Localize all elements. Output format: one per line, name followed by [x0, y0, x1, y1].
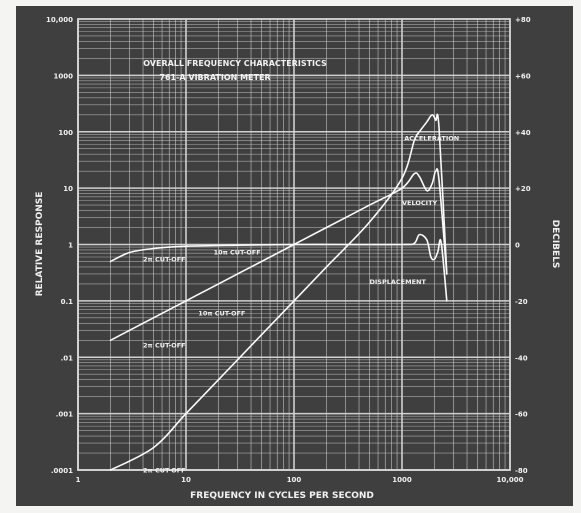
x-tick-label: 1	[76, 476, 81, 484]
y2-tick-label: -60	[515, 411, 528, 419]
annotation-label: VELOCITY	[402, 199, 438, 207]
y-tick-label: 10,000	[46, 16, 73, 24]
y-tick-label: .01	[61, 354, 74, 362]
y2-tick-label: +20	[515, 185, 531, 193]
series-layer	[109, 113, 448, 471]
annotation-label: 2π CUT-OFF	[143, 341, 186, 349]
x-tick-label: 10	[181, 476, 191, 484]
y-tick-label: 1000	[54, 72, 74, 80]
series-line-displacement	[109, 233, 448, 302]
annotation-label: ACCELERATION	[404, 134, 459, 142]
y-tick-label: 10	[63, 185, 73, 193]
tick-label-layer: 1 10 100 1000 10,000 10,000 1000 100 10 1 0.1 .01 .0…	[46, 16, 531, 484]
y2-tick-label: -20	[515, 298, 528, 306]
y2-tick-label: 0	[515, 242, 520, 250]
y2-tick-label: +40	[515, 129, 531, 137]
plot-border	[77, 18, 511, 471]
annotation-label: 10π CUT-OFF	[198, 310, 245, 318]
series-line-acceleration	[109, 113, 448, 471]
y-tick-label: .0001	[51, 467, 73, 475]
chart-subtitle: 761-A VIBRATION METER	[159, 73, 270, 82]
y-axis-label: RELATIVE RESPONSE	[35, 192, 45, 297]
annotation-label: DISPLACEMENT	[369, 278, 426, 286]
y2-tick-label: -40	[515, 354, 528, 362]
x-tick-label: 100	[287, 476, 302, 484]
chart-title: OVERALL FREQUENCY CHARACTERISTICS	[143, 59, 327, 68]
y-tick-label: 0.1	[61, 298, 74, 306]
y-tick-label: 100	[58, 129, 73, 137]
annotation-label: 2π CUT-OFF	[143, 467, 186, 475]
annotation-label: 10π CUT-OFF	[214, 249, 261, 257]
y2-axis-label: DECIBELS	[550, 220, 560, 269]
x-tick-label: 1000	[392, 476, 412, 484]
y-tick-label: 1	[68, 242, 73, 250]
y2-tick-label: -80	[515, 467, 528, 475]
annotation-layer: 2π CUT-OFF 10π CUT-OFF 10π CUT-OFF 2π CUT-O…	[143, 134, 459, 474]
y2-tick-label: +60	[515, 72, 531, 80]
x-axis-label: FREQUENCY IN CYCLES PER SECOND	[190, 491, 374, 501]
y-tick-label: .001	[56, 411, 73, 419]
annotation-label: 2π CUT-OFF	[143, 255, 186, 263]
y2-tick-label: +80	[515, 16, 531, 24]
x-tick-label: 10,000	[496, 476, 523, 484]
series-line-velocity	[109, 168, 448, 342]
